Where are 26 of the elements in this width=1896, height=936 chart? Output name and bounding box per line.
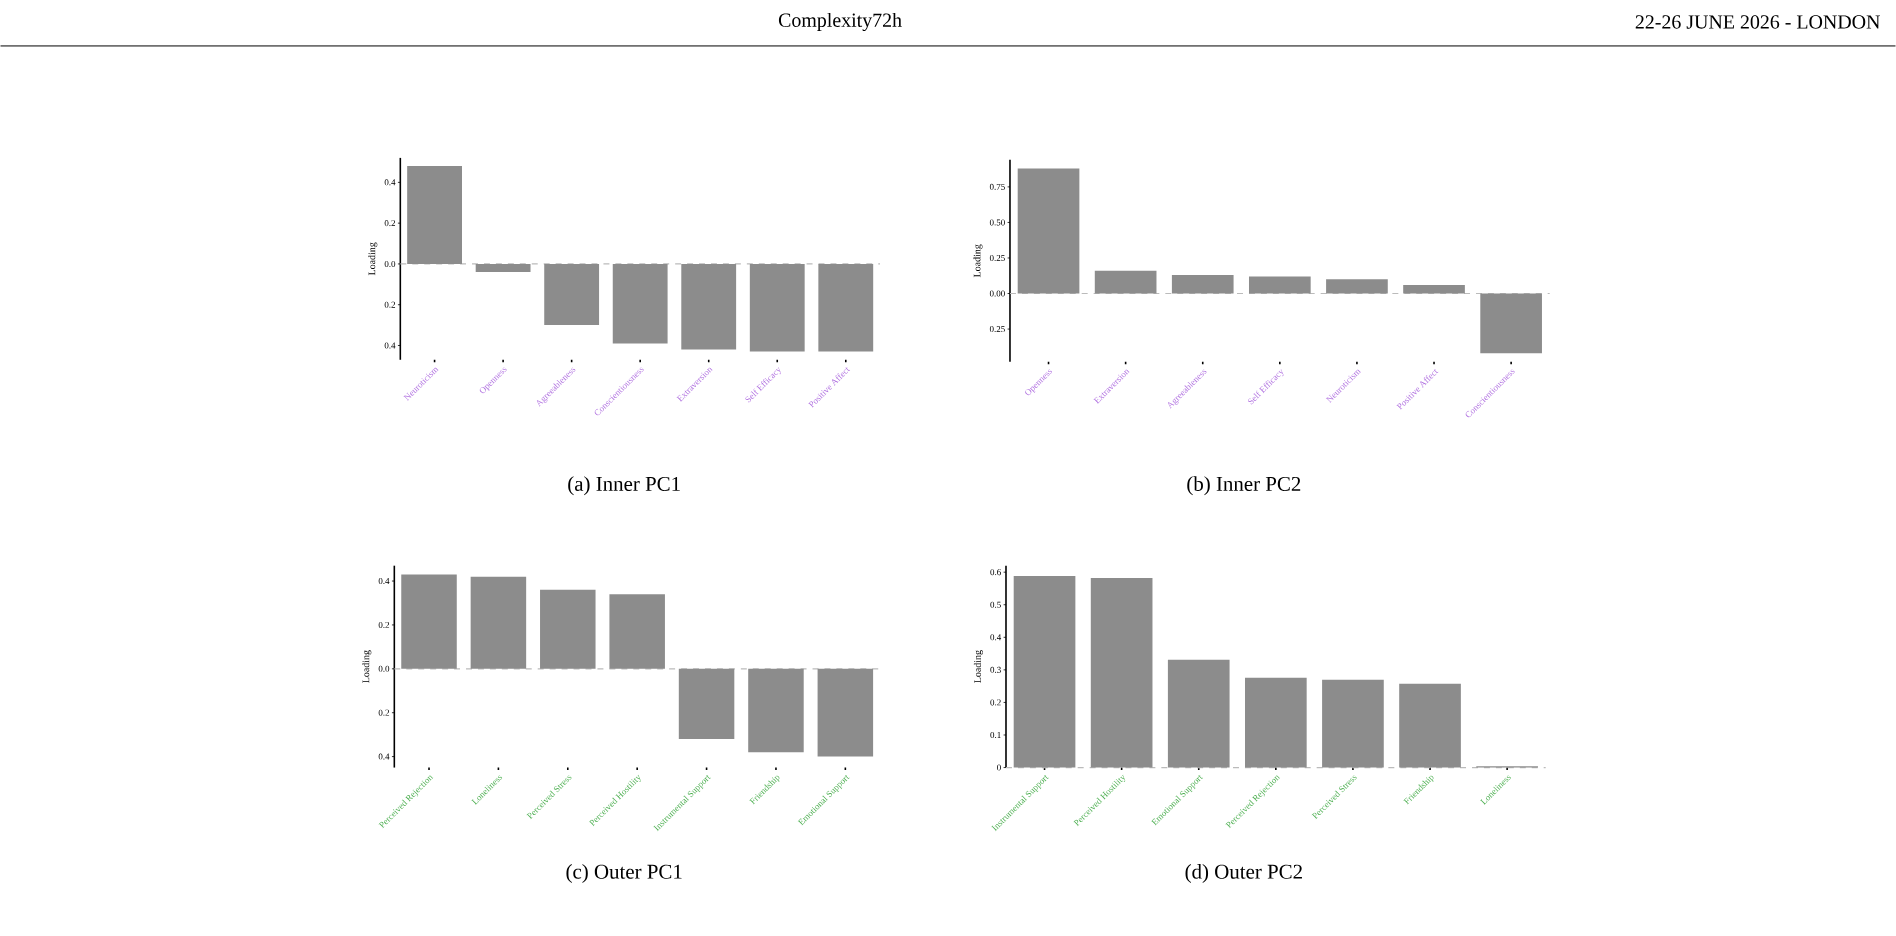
bar (401, 574, 457, 670)
bar (540, 590, 596, 670)
bar (1248, 276, 1311, 294)
text: (b) Inner PC2 (1187, 476, 1301, 496)
text: (d) Outer PC2 (1185, 864, 1302, 884)
bar (1322, 679, 1384, 768)
bar (678, 669, 735, 740)
bar (609, 594, 665, 670)
bar (1167, 660, 1230, 768)
text: Complexity72h (778, 13, 902, 32)
text: (a) Inner PC1 (568, 476, 680, 496)
bar (470, 576, 527, 670)
bar (1013, 576, 1076, 768)
bar (1326, 279, 1388, 294)
bar (748, 669, 804, 753)
bar (1403, 285, 1465, 294)
bar (1017, 168, 1080, 294)
bar (1399, 684, 1461, 768)
text: 22-26 JUNE 2026 - LONDON (1635, 15, 1880, 29)
bar (817, 669, 874, 757)
bar (1094, 271, 1157, 294)
bar (1090, 578, 1153, 768)
text: (c) Outer PC1 (566, 864, 682, 884)
bar (1245, 677, 1307, 768)
bar (1171, 275, 1234, 294)
bar (1480, 293, 1542, 354)
